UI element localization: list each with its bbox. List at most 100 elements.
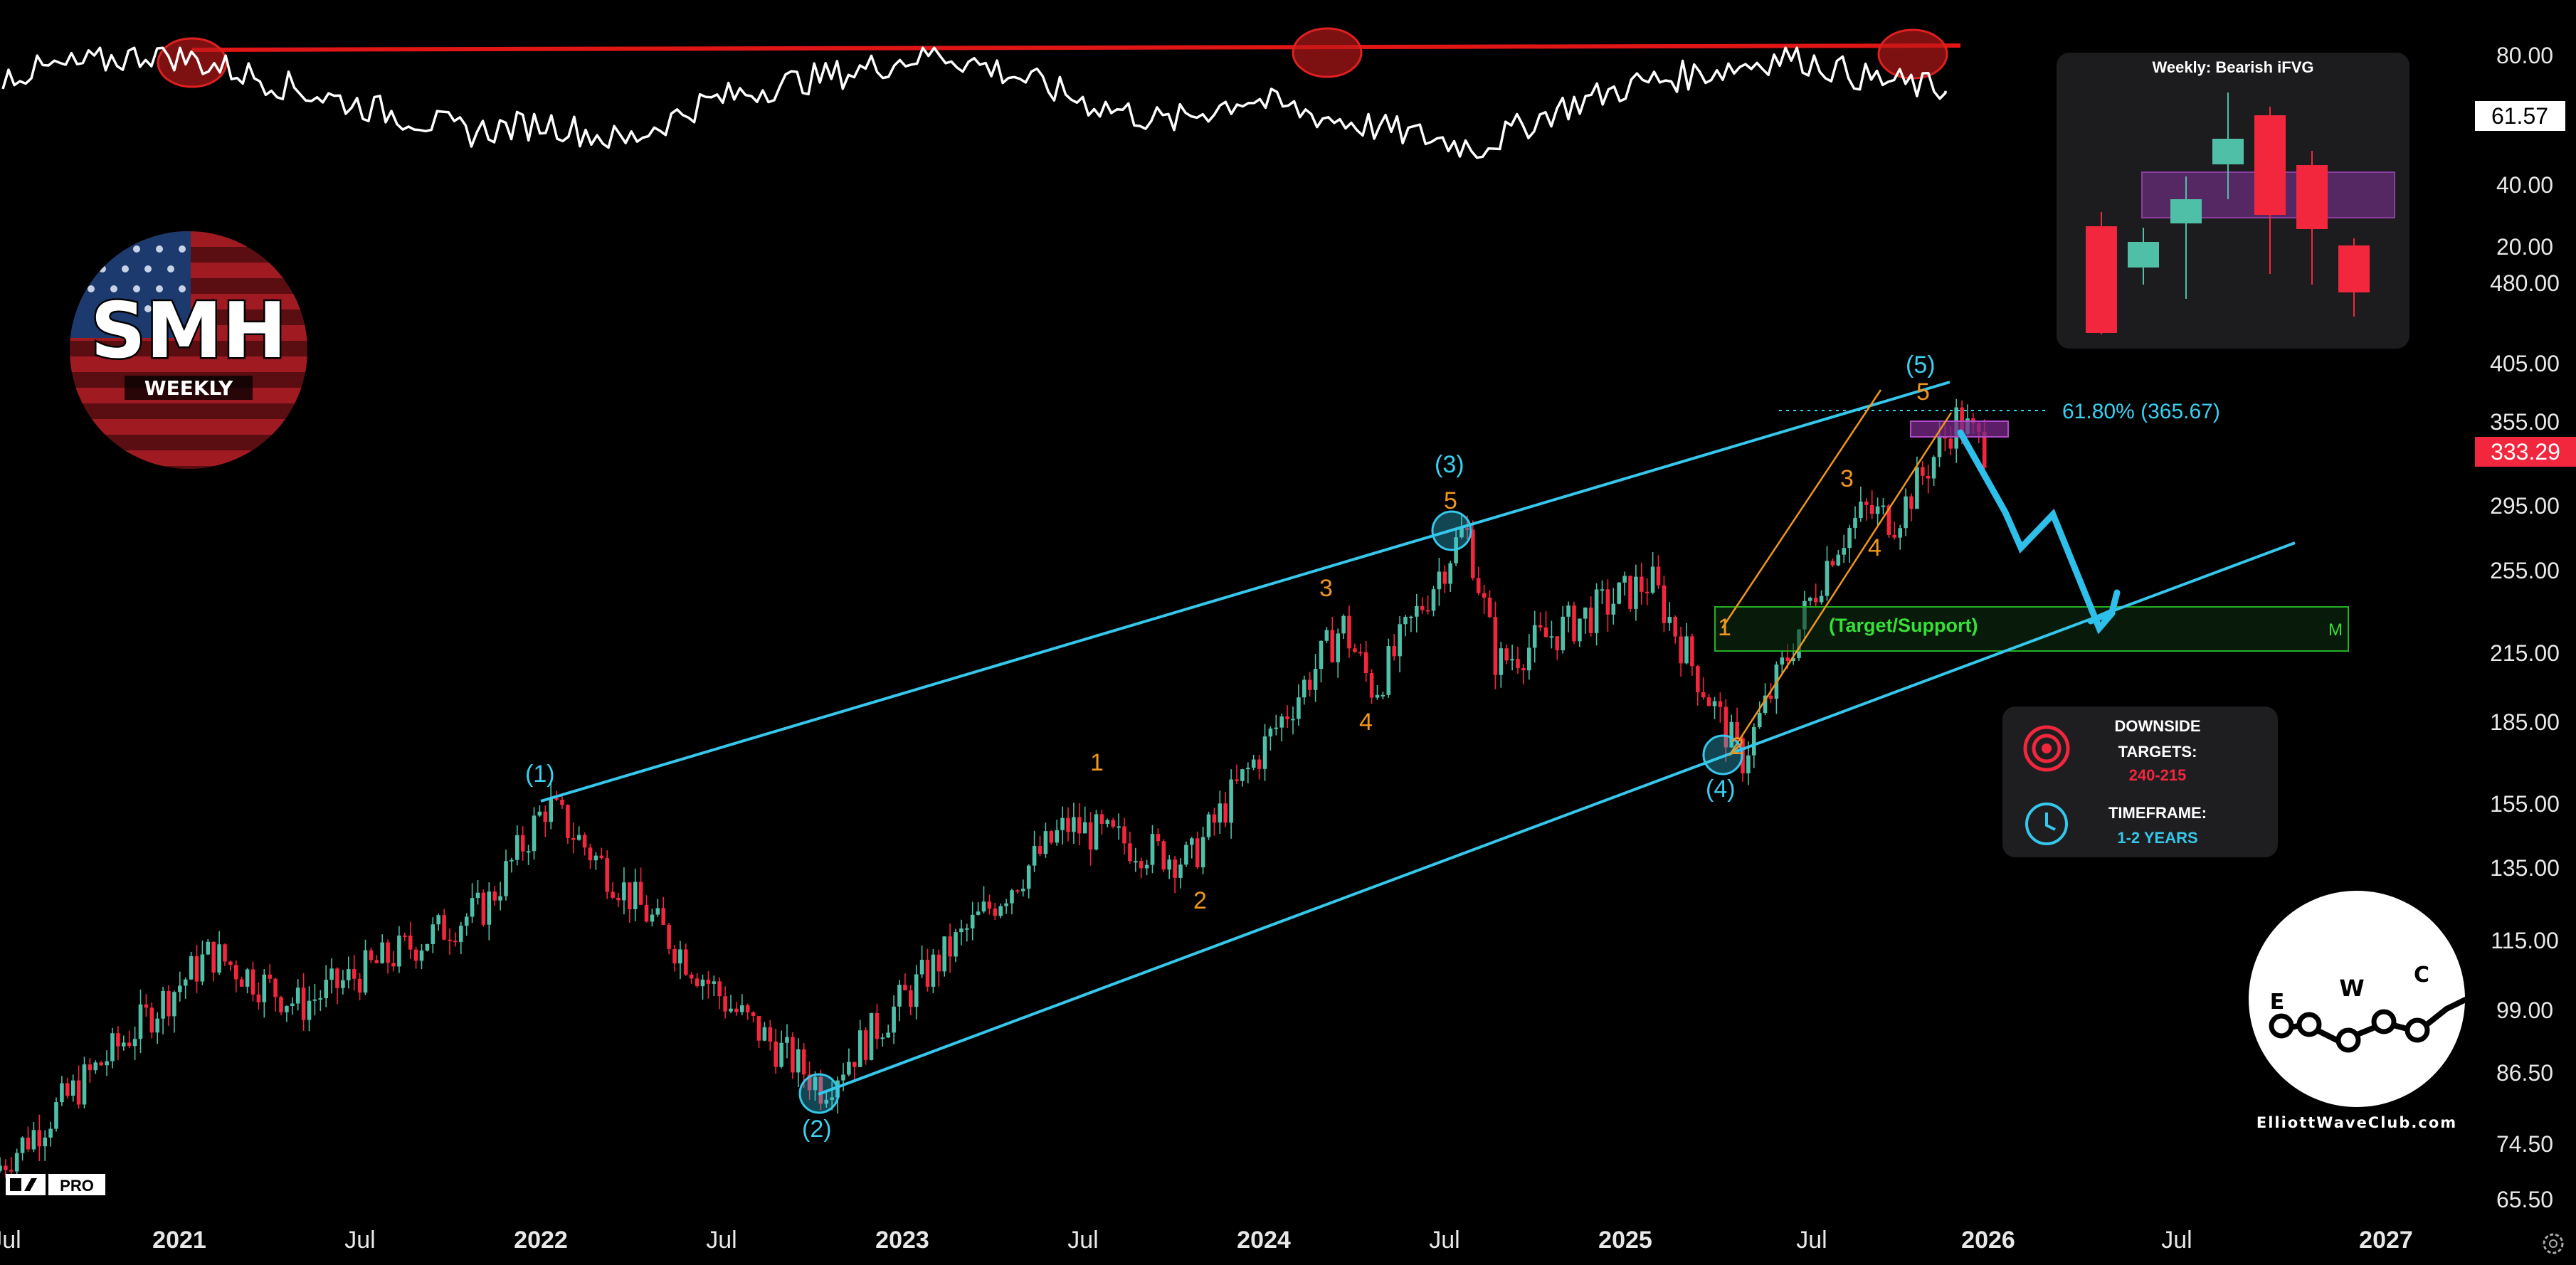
candle bbox=[1235, 779, 1239, 781]
candle bbox=[1746, 755, 1751, 773]
candle bbox=[1667, 617, 1672, 623]
candle bbox=[105, 1061, 109, 1066]
wave-label-minor-2: 2 bbox=[1193, 887, 1207, 914]
targets-label: TARGETS: bbox=[2118, 743, 2197, 761]
candle bbox=[560, 800, 564, 805]
settings-gear-icon[interactable] bbox=[2543, 1233, 2564, 1254]
candle bbox=[1291, 719, 1295, 721]
candle bbox=[700, 979, 705, 987]
candle bbox=[672, 948, 677, 964]
candle bbox=[751, 1012, 756, 1017]
candle bbox=[520, 835, 525, 852]
candle bbox=[1684, 636, 1689, 664]
candle bbox=[1813, 598, 1818, 603]
candle bbox=[622, 882, 626, 901]
candle bbox=[268, 974, 272, 979]
candle bbox=[189, 956, 194, 980]
candle bbox=[650, 914, 655, 922]
subchannel-upper-line bbox=[1721, 389, 1882, 629]
projection-path bbox=[1957, 429, 2116, 635]
candle bbox=[1757, 713, 1762, 727]
candle bbox=[31, 1130, 36, 1150]
candle bbox=[1206, 814, 1211, 837]
candle bbox=[256, 994, 261, 1002]
candle bbox=[745, 1005, 750, 1012]
candle bbox=[1909, 496, 1913, 509]
candle bbox=[1274, 727, 1279, 729]
candle bbox=[734, 1008, 739, 1012]
channel-lower-line bbox=[818, 541, 2296, 1096]
candle bbox=[1375, 694, 1380, 698]
time-axis: Jul 2021 Jul 2022 Jul 2023 Jul 2024 Jul 2025 Jul 20… bbox=[0, 1227, 2413, 1254]
candle bbox=[448, 939, 452, 941]
candle bbox=[897, 985, 902, 1007]
candle bbox=[1549, 636, 1554, 638]
ewc-logo-site: ElliottWaveClub.com bbox=[2256, 1114, 2457, 1131]
candle bbox=[1279, 716, 1284, 728]
candle bbox=[970, 914, 975, 928]
candle bbox=[936, 954, 941, 972]
candle bbox=[132, 1039, 137, 1047]
candle bbox=[998, 906, 1003, 916]
candle bbox=[588, 847, 593, 861]
candle bbox=[1650, 566, 1655, 593]
candle bbox=[1313, 669, 1318, 690]
candle bbox=[1139, 861, 1144, 869]
candle bbox=[914, 974, 919, 1007]
candle bbox=[1448, 563, 1452, 584]
time-axis-label: 2024 bbox=[1237, 1227, 1291, 1254]
candle bbox=[1425, 610, 1430, 612]
candle bbox=[1510, 659, 1514, 661]
candle bbox=[638, 882, 643, 905]
wave-label-minor-5: 5 bbox=[1444, 487, 1457, 514]
candle bbox=[847, 1062, 851, 1075]
candle bbox=[453, 941, 458, 943]
candle bbox=[633, 882, 638, 909]
candle bbox=[1392, 646, 1396, 657]
candle bbox=[1386, 646, 1391, 695]
ewc-logo-letter-w: W bbox=[2339, 975, 2364, 1002]
candle bbox=[1628, 576, 1632, 609]
time-axis-label: 2021 bbox=[152, 1227, 206, 1254]
candle bbox=[1319, 640, 1324, 669]
candle bbox=[403, 935, 407, 937]
candle bbox=[301, 988, 306, 1020]
candle bbox=[706, 979, 711, 984]
candle bbox=[1072, 817, 1076, 832]
candle bbox=[1353, 648, 1357, 652]
projection-arrowhead bbox=[2087, 589, 2121, 625]
candle bbox=[1724, 706, 1728, 748]
candle bbox=[1190, 838, 1194, 845]
candle bbox=[138, 1004, 143, 1039]
platform-badge-label: PRO bbox=[60, 1177, 94, 1195]
wave-label-primary-4: (4) bbox=[1706, 776, 1736, 803]
candle bbox=[464, 916, 469, 926]
candle bbox=[892, 1006, 896, 1033]
candle bbox=[1864, 502, 1869, 505]
clock-icon bbox=[2025, 803, 2068, 845]
candle bbox=[290, 1003, 295, 1006]
candle bbox=[1336, 633, 1340, 662]
time-axis-label: Jul bbox=[1796, 1227, 1827, 1254]
candle bbox=[925, 959, 930, 987]
wave-label-minor-b1: 1 bbox=[1718, 614, 1731, 641]
candle bbox=[1780, 657, 1785, 665]
candle bbox=[419, 951, 424, 961]
candle bbox=[1830, 561, 1835, 566]
candle bbox=[1094, 814, 1099, 850]
fvg-candle bbox=[2086, 226, 2117, 333]
candle bbox=[1150, 834, 1155, 865]
candle bbox=[1640, 576, 1644, 592]
candle bbox=[172, 992, 176, 1017]
candle bbox=[717, 981, 722, 997]
candle bbox=[774, 1041, 778, 1067]
candle bbox=[386, 942, 390, 963]
candle bbox=[554, 798, 559, 800]
rsi-axis: 80.00 40.00 20.00 bbox=[2496, 43, 2553, 260]
candle bbox=[307, 1000, 312, 1020]
candle bbox=[880, 1037, 885, 1039]
price-axis-label: 74.50 bbox=[2496, 1131, 2553, 1157]
candle bbox=[863, 1030, 868, 1060]
candle bbox=[1409, 616, 1413, 618]
fib-level-label: 61.80% (365.67) bbox=[2062, 400, 2220, 423]
